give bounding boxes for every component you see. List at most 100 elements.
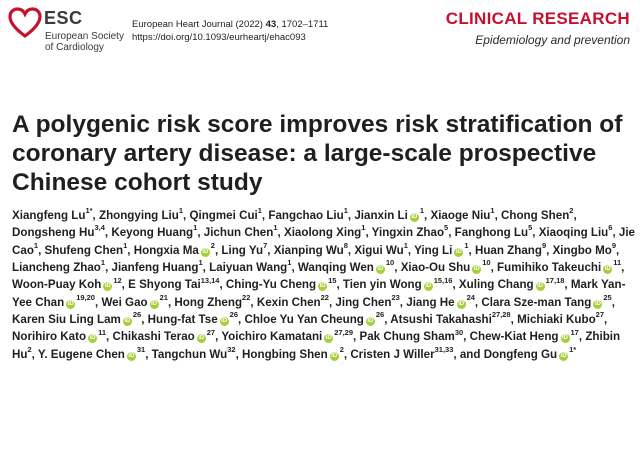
author-item[interactable]: Zhongying Liu1 [98,207,183,222]
author-item[interactable]: Atsushi Takahashi27,28 [390,311,510,326]
affiliation-superscript: 8 [343,240,348,250]
author-name: Dongfeng Gu [483,347,558,361]
author-item[interactable]: Dongsheng Hu3,4 [12,223,105,240]
orcid-icon[interactable]: iD [593,299,603,309]
orcid-icon[interactable]: iD [200,247,210,257]
author-item[interactable]: Fanghong Lu5 [455,224,533,239]
author-item[interactable]: Tien yin Wong iD15,16 [343,276,452,292]
affiliation-superscript: 17,18 [545,275,565,285]
logo-subtitle-line: of Cardiology [45,42,104,53]
author-item[interactable]: Yoichiro Kamatani iD27,29 [221,328,353,344]
author-item[interactable]: Jie Cao1 [12,226,635,256]
orcid-icon[interactable]: iD [423,282,433,292]
esc-logo[interactable]: ESC European Society of Cardiology [8,6,124,58]
author-item[interactable]: Hung-fat Tse iD26 [148,311,238,327]
orcid-icon[interactable]: iD [375,265,385,275]
author-name: Chikashi Terao [112,330,195,344]
author-item[interactable]: Liancheng Zhao1 [12,259,105,274]
orcid-icon[interactable]: iD [66,299,76,309]
orcid-icon[interactable]: iD [329,351,339,361]
author-item[interactable]: Karen Siu Ling Lam iD26 [12,311,141,327]
author-item[interactable]: Chloe Yu Yan Cheung iD26 [244,311,384,327]
affiliation-superscript: 15 [328,275,337,285]
author-item[interactable]: Y. Eugene Chen iD31 [38,346,145,361]
affiliation-superscript: 9 [611,240,616,250]
author-item[interactable]: Hongbing Shen iD2 [242,346,344,361]
orcid-icon[interactable]: iD [559,351,569,361]
orcid-icon[interactable]: iD [149,299,159,309]
author-item[interactable]: Fangchao Liu1 [268,207,348,222]
orcid-icon[interactable]: iD [318,282,328,292]
author-item[interactable]: Wanqing Wen iD10 [298,259,394,275]
author-item[interactable]: Xiangfeng Lu1* [12,207,93,222]
author-item[interactable]: Xiao-Ou Shu iD10 [401,259,491,275]
author-item[interactable]: Xuling Chang iD17,18 [459,275,565,292]
author-name: Michiaki Kubo [517,313,596,327]
author-item[interactable]: Xiaolong Xing1 [283,224,365,240]
author-item[interactable]: Tangchun Wu32 [152,344,236,361]
author-item[interactable]: Chew-Kiat Heng iD17 [470,328,579,344]
author-item[interactable]: Keyong Huang1 [111,224,197,239]
author-item[interactable]: Xianping Wu8 [274,240,348,257]
author-item[interactable]: Ching-Yu Cheng iD15 [226,275,337,292]
author-item[interactable]: Jianxin Li iD1 [354,207,424,222]
orcid-icon[interactable]: iD [88,334,98,344]
author-item[interactable]: Chikashi Terao iD27 [112,328,215,344]
orcid-icon[interactable]: iD [196,334,206,344]
author-item[interactable]: Qingmei Cui1 [189,207,261,222]
author-item[interactable]: Mark Yan-Yee Chan iD19,20 [12,278,625,309]
author-item[interactable]: Dongfeng Gu iD1* [483,346,576,361]
author-name: Fangchao Liu [268,209,344,222]
author-item[interactable]: Fumihiko Takeuchi iD11 [497,258,622,275]
orcid-icon[interactable]: iD [324,334,334,344]
author-item[interactable]: Hongxia Ma iD2 [134,242,215,257]
orcid-icon[interactable]: iD [219,317,229,327]
author-item[interactable]: Laiyuan Wang1 [209,258,292,274]
author-item[interactable]: Jichun Chen1 [204,224,278,239]
author-item[interactable]: Norihiro Kato iD11 [12,328,106,344]
author-item[interactable]: Michiaki Kubo27 [517,311,604,327]
author-item[interactable]: Yingxin Zhao5 [372,224,449,239]
author-item[interactable]: Shufeng Chen1 [45,242,128,257]
author-item[interactable]: Ling Yu7 [221,242,267,257]
author-item[interactable]: Wei Gao iD21 [101,294,168,309]
author-item[interactable]: Xigui Wu1 [354,242,408,257]
author-item[interactable]: Pak Chung Sham30 [359,328,463,343]
author-name: Dongsheng Hu [12,226,95,240]
author-name: Xiaolong Xing [283,226,362,240]
affiliation-superscript: 11 [613,258,622,268]
author-item[interactable]: Xiaoge Niu1 [430,207,494,222]
orcid-icon[interactable]: iD [603,265,613,275]
orcid-icon[interactable]: iD [122,317,132,327]
orcid-icon[interactable]: iD [103,282,113,292]
affiliation-superscript: 3,4 [94,223,105,233]
author-item[interactable]: Jianfeng Huang1 [112,259,203,274]
orcid-icon[interactable]: iD [365,317,375,327]
author-name: Zhongying Liu [98,209,179,222]
author-item[interactable]: Chong Shen2 [501,207,573,222]
orcid-icon[interactable]: iD [126,351,136,361]
orcid-icon[interactable]: iD [409,213,419,222]
author-item[interactable]: E Shyong Tai13,14 [128,276,219,291]
author-item[interactable]: Clara Sze-man Tang iD25 [481,294,612,309]
author-item[interactable]: Jiang He iD24 [406,294,475,309]
author-item[interactable]: Cristen J Willer31,33 [350,346,453,361]
affiliation-superscript: 1 [287,258,292,268]
orcid-icon[interactable]: iD [454,247,464,257]
author-item[interactable]: Xiaoqing Liu6 [539,224,613,239]
author-item[interactable]: Jing Chen23 [335,294,399,309]
orcid-icon[interactable]: iD [560,334,570,344]
author-item[interactable]: Hong Zheng22 [174,294,250,309]
orcid-icon[interactable]: iD [456,299,466,309]
author-item[interactable]: Zhibin Hu2 [12,330,620,360]
author-item[interactable]: Kexin Chen22 [257,294,329,309]
orcid-icon[interactable]: iD [535,282,545,292]
section-sublabel: Epidemiology and prevention [475,33,630,47]
affiliation-superscript: 32 [227,344,236,354]
author-item[interactable]: Ying Li iD1 [414,242,469,257]
author-item[interactable]: Huan Zhang9 [475,242,546,257]
author-item[interactable]: Xingbo Mo9 [553,240,616,257]
doi-link[interactable]: https://doi.org/10.1093/eurheartj/ehac09… [132,32,306,43]
orcid-icon[interactable]: iD [472,265,482,275]
author-item[interactable]: Woon-Puay Koh iD12 [12,276,122,292]
